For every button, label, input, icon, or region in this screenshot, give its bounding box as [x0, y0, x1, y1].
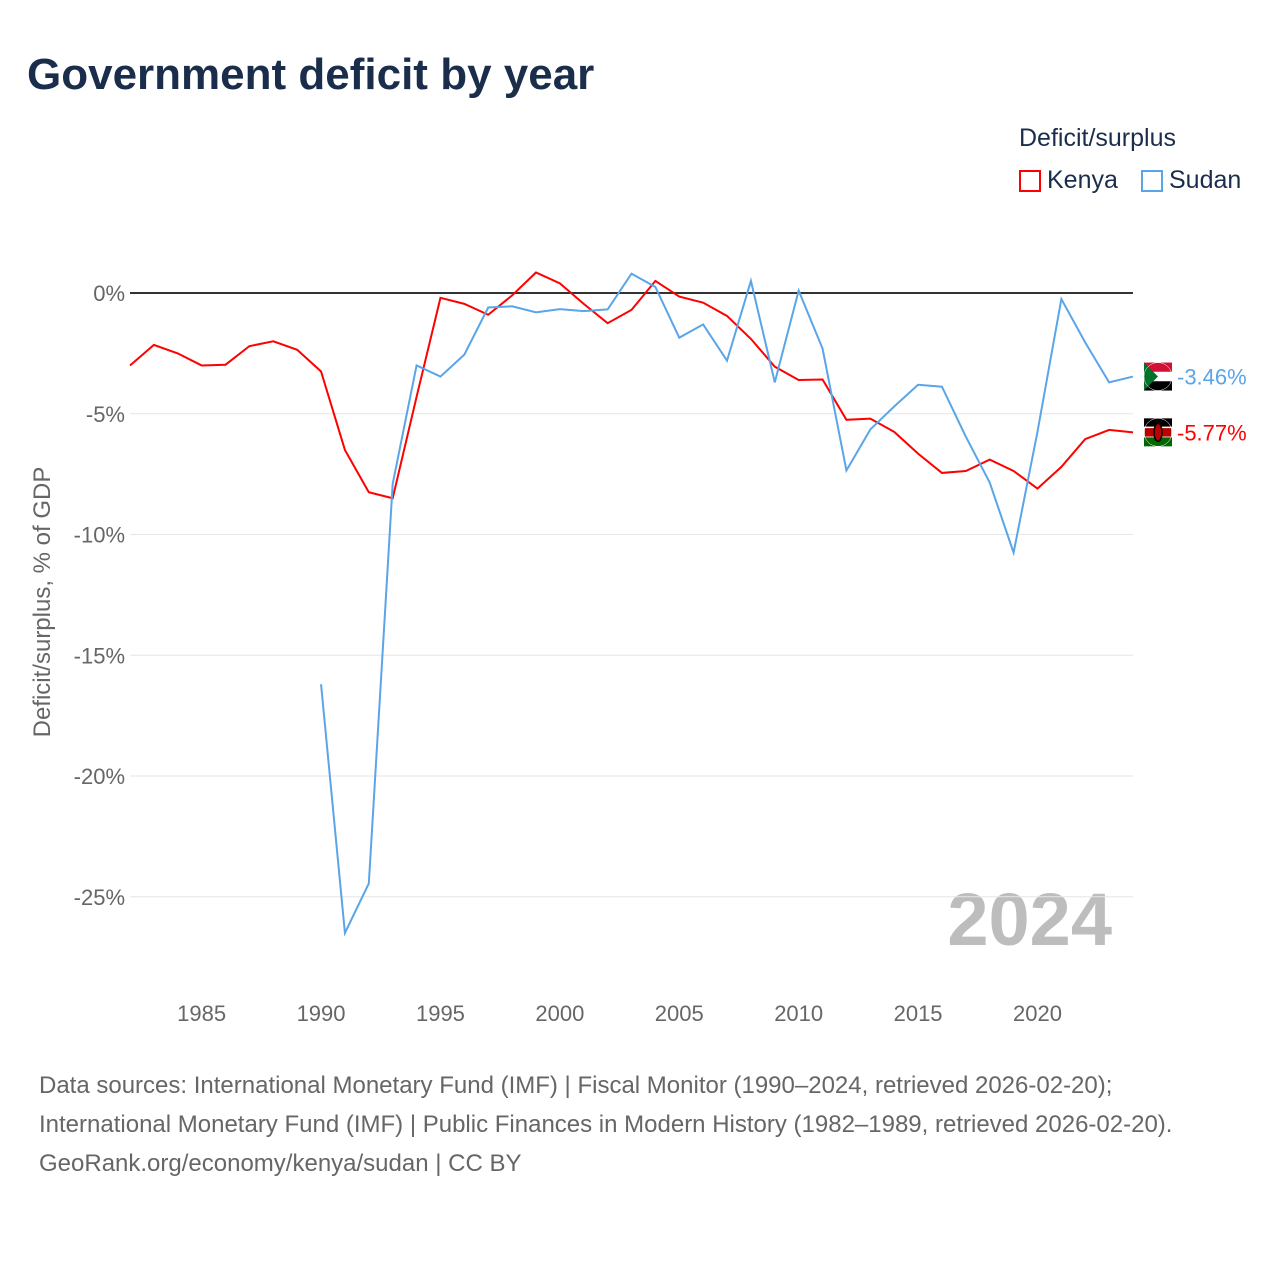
series-line-sudan: [320, 272, 1134, 937]
legend-label: Kenya: [1047, 166, 1118, 194]
data-sources: Data sources: International Monetary Fun…: [39, 1072, 1173, 1138]
flag-icon-kenya: [1143, 418, 1173, 447]
x-tick-label: 2010: [774, 1001, 823, 1026]
flag-shield: [1153, 422, 1163, 443]
series-line-kenya: [129, 271, 1134, 500]
chart-area: Deficit/surplus, % of GDP 2024 0% -5% -10%…: [29, 271, 1247, 1026]
legend-swatch: [1141, 169, 1163, 192]
y-tick-label: -15%: [74, 643, 125, 668]
end-value-label: -5.77%: [1177, 420, 1247, 445]
y-axis-label: Deficit/surplus, % of GDP: [29, 467, 56, 738]
flag-stripe: [1144, 362, 1172, 372]
flag-border: [1143, 362, 1173, 391]
y-tick-label: -5%: [86, 402, 125, 427]
legend-swatch: [1019, 169, 1041, 192]
x-tick-label: 1990: [297, 1001, 346, 1026]
footer: Data sources: International Monetary Fun…: [39, 1066, 1239, 1183]
x-tick-label: 2000: [535, 1001, 584, 1026]
x-tick-label: 2005: [655, 1001, 704, 1026]
legend-label: Sudan: [1169, 166, 1242, 194]
legend-item-kenya[interactable]: Kenya: [1019, 166, 1118, 195]
x-tick-label: 2020: [1013, 1001, 1062, 1026]
end-value-label: -3.46%: [1177, 365, 1247, 390]
y-tick-label: -25%: [74, 885, 125, 910]
x-tick-label: 1985: [177, 1001, 226, 1026]
y-tick-label: -20%: [74, 764, 125, 789]
legend-title: Deficit/surplus: [1019, 124, 1176, 152]
y-tick-label: -10%: [74, 523, 125, 548]
year-watermark: 2024: [947, 878, 1112, 961]
x-tick-label: 2015: [894, 1001, 943, 1026]
legend-item-sudan[interactable]: Sudan: [1141, 166, 1241, 195]
chart-title: Government deficit by year: [27, 50, 595, 99]
flag-border: [1143, 418, 1173, 447]
flag-stripe: [1144, 371, 1172, 382]
attribution-link[interactable]: GeoRank.org/economy/kenya/sudan | CC BY: [39, 1150, 522, 1177]
flag-stripe: [1144, 381, 1172, 391]
y-tick-label: 0%: [93, 281, 125, 306]
x-tick-label: 1995: [416, 1001, 465, 1026]
flag-icon-sudan: [1143, 362, 1173, 391]
flag-triangle: [1144, 362, 1158, 391]
